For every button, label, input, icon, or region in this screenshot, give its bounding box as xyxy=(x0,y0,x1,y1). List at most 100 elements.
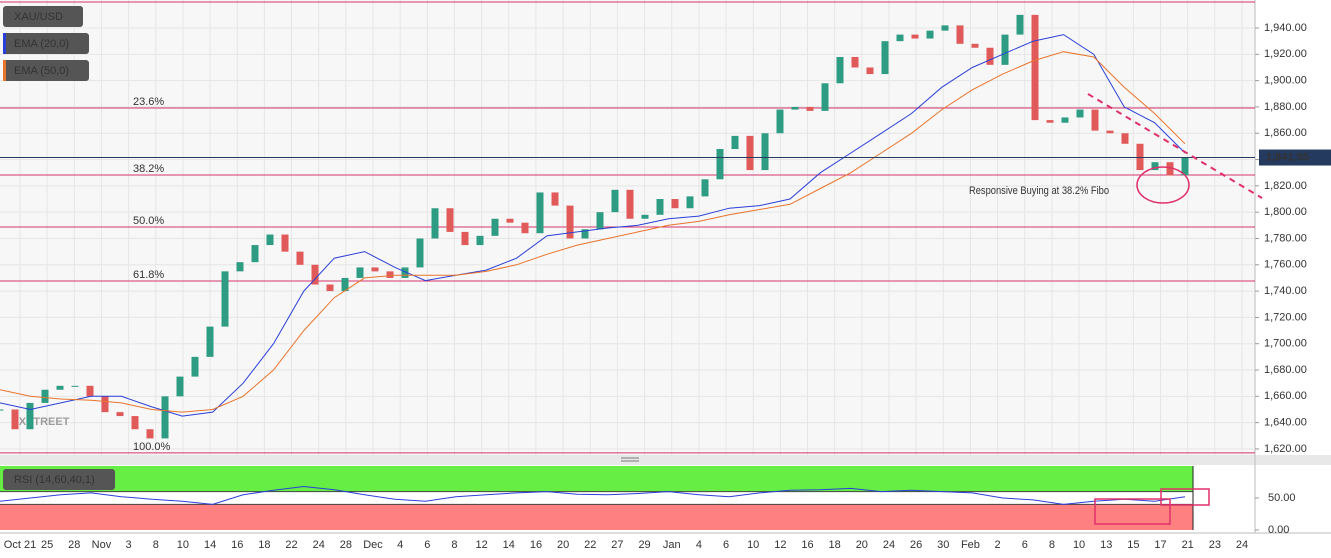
candle xyxy=(1061,117,1069,123)
candle xyxy=(896,34,904,42)
last-price-label: 1,841.55 xyxy=(1266,151,1309,163)
fibo-label: 61.8% xyxy=(133,269,164,281)
x-tick-label: 8 xyxy=(1049,539,1055,551)
candle xyxy=(1091,109,1099,131)
legend-label: EMA (20,0) xyxy=(14,38,69,50)
candle xyxy=(566,205,574,239)
candle xyxy=(161,396,169,439)
trend-line xyxy=(1087,93,1263,199)
candle xyxy=(836,56,844,84)
fibo-label: 38.2% xyxy=(133,163,164,175)
candle xyxy=(866,67,874,75)
candle xyxy=(491,218,499,236)
legend-box xyxy=(3,6,83,27)
candle xyxy=(986,47,994,65)
rsi-highlight xyxy=(1094,498,1171,525)
x-tick-label: 3 xyxy=(126,539,132,551)
x-tick-label: 6 xyxy=(424,539,430,551)
candle xyxy=(611,189,619,213)
candle xyxy=(641,214,649,219)
y-tick-label: 1,880.00 xyxy=(1264,101,1307,113)
x-tick-label: 17 xyxy=(1154,539,1166,551)
y-tick-label: 1,920.00 xyxy=(1264,48,1307,60)
candle xyxy=(176,376,184,397)
candle xyxy=(791,106,799,110)
x-tick-label: 28 xyxy=(68,539,80,551)
candle xyxy=(1001,34,1009,65)
x-tick-label: 26 xyxy=(910,539,922,551)
candle xyxy=(386,271,394,278)
candle xyxy=(1121,133,1129,144)
x-tick-label: Oct 21 xyxy=(4,539,36,551)
x-tick-label: Nov xyxy=(92,539,112,551)
candle xyxy=(311,264,319,285)
y-tick-label: 1,800.00 xyxy=(1264,206,1307,218)
x-tick-label: 22 xyxy=(285,539,297,551)
rsi-highlight xyxy=(1160,488,1210,506)
candle xyxy=(116,412,124,417)
candle xyxy=(926,30,934,39)
highlight-circle xyxy=(1136,166,1190,204)
x-tick-label: 24 xyxy=(313,539,325,551)
candle xyxy=(521,222,529,234)
x-tick-label: 20 xyxy=(557,539,569,551)
x-tick-label: 24 xyxy=(883,539,895,551)
candle xyxy=(296,251,304,265)
candle xyxy=(716,149,724,180)
rsi-line xyxy=(0,485,1186,505)
y-tick-label: 50.00 xyxy=(1268,492,1296,504)
x-tick-label: 18 xyxy=(829,539,841,551)
candle xyxy=(851,56,859,68)
fibo-label: 23.6% xyxy=(133,96,164,108)
candle xyxy=(71,385,79,387)
panel-divider[interactable] xyxy=(0,455,1331,465)
rsi-legend-box xyxy=(3,469,115,490)
x-tick-label: 4 xyxy=(696,539,702,551)
x-tick-label: 16 xyxy=(231,539,243,551)
candle xyxy=(401,267,409,278)
candle xyxy=(551,192,559,206)
x-tick-label: 29 xyxy=(638,539,650,551)
y-tick-label: 1,860.00 xyxy=(1264,127,1307,139)
x-tick-label: 2 xyxy=(995,539,1001,551)
x-tick-label: 12 xyxy=(774,539,786,551)
y-tick-label: 1,820.00 xyxy=(1264,180,1307,192)
x-tick-label: 16 xyxy=(530,539,542,551)
candle xyxy=(251,245,259,263)
x-tick-label: 24 xyxy=(1236,539,1248,551)
candle xyxy=(281,234,289,252)
candle xyxy=(776,109,784,134)
oversold-band xyxy=(0,504,1193,530)
y-tick-label: 1,940.00 xyxy=(1264,22,1307,34)
x-tick-label: 8 xyxy=(451,539,457,551)
candle xyxy=(656,199,664,215)
last-price-box xyxy=(1259,149,1331,166)
candle xyxy=(881,41,889,75)
candle xyxy=(1046,120,1054,123)
legend-label: EMA (50,0) xyxy=(14,65,69,77)
candle xyxy=(56,385,64,390)
legend-box xyxy=(3,60,89,81)
rsi-legend-label: RSI (14,60,40,1) xyxy=(14,474,95,486)
x-tick-label: 13 xyxy=(1100,539,1112,551)
candle xyxy=(1181,157,1189,176)
candle xyxy=(86,385,94,397)
overbought-band xyxy=(0,466,1193,492)
x-tick-label: 4 xyxy=(397,539,403,551)
y-tick-label: 1,640.00 xyxy=(1264,417,1307,429)
x-tick-label: 28 xyxy=(340,539,352,551)
candle xyxy=(356,267,364,278)
candle xyxy=(506,218,514,223)
candle xyxy=(41,389,49,403)
candle xyxy=(476,235,484,246)
candle xyxy=(806,106,814,111)
x-tick-label: 21 xyxy=(1182,539,1194,551)
y-tick-label: 1,780.00 xyxy=(1264,232,1307,244)
x-tick-label: 14 xyxy=(503,539,515,551)
y-tick-label: 1,760.00 xyxy=(1264,259,1307,271)
ema-line xyxy=(0,51,1186,413)
candle xyxy=(1031,14,1039,121)
y-tick-label: 0.00 xyxy=(1268,524,1289,536)
y-tick-label: 1,740.00 xyxy=(1264,285,1307,297)
